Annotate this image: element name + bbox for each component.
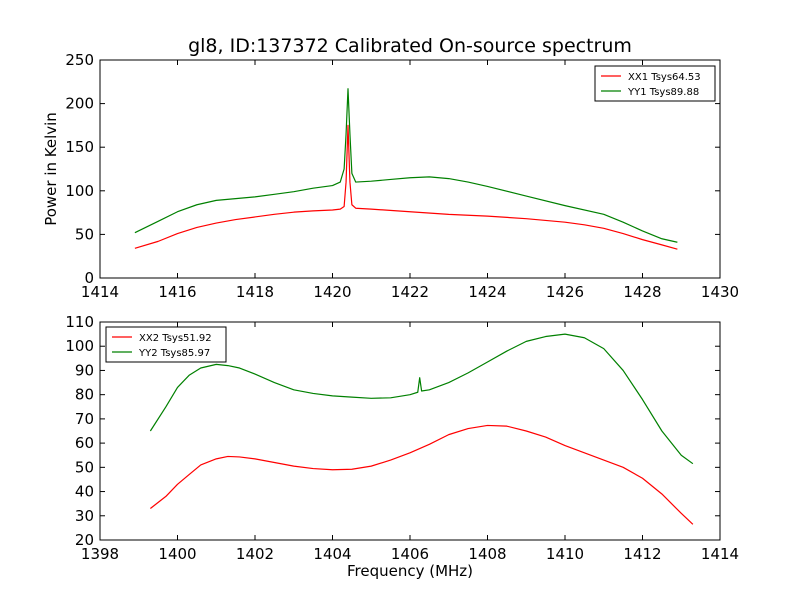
x-tick-label: 1416 xyxy=(158,283,196,301)
x-tick-label: 1430 xyxy=(701,283,739,301)
x-tick-label: 1400 xyxy=(158,545,196,563)
x-tick-label: 1398 xyxy=(81,545,119,563)
legend-box xyxy=(594,65,716,102)
y-tick-label: 30 xyxy=(75,507,94,525)
x-tick-label: 1428 xyxy=(623,283,661,301)
y-tick-label: 60 xyxy=(75,434,94,452)
y-tick-label: 80 xyxy=(75,386,94,404)
x-tick-label: 1424 xyxy=(468,283,506,301)
x-tick-label: 1414 xyxy=(701,545,739,563)
y-tick-label: 200 xyxy=(65,95,94,113)
y-tick-label: 0 xyxy=(84,269,94,287)
y-tick-label: 50 xyxy=(75,225,94,243)
legend-entry-label: XX2 Tsys51.92 xyxy=(139,333,212,344)
y-tick-label: 150 xyxy=(65,138,94,156)
y-tick-label: 20 xyxy=(75,531,94,549)
legend-entry-label: YY2 Tsys85.97 xyxy=(138,348,210,359)
x-tick-label: 1404 xyxy=(313,545,351,563)
x-tick-label: 1412 xyxy=(623,545,661,563)
y-tick-label: 70 xyxy=(75,410,94,428)
series-line-xx1 xyxy=(134,124,678,250)
y-tick-label: 90 xyxy=(75,361,94,379)
y-tick-label: 40 xyxy=(75,483,94,501)
bottom-plot: 1398 1400 1402 1404 1406 1408 1410 1412 1414 20 30… xyxy=(65,313,739,580)
x-tick-label: 1426 xyxy=(546,283,584,301)
legend-entry-label: XX1 Tsys64.53 xyxy=(628,72,701,83)
y-tick-label: 100 xyxy=(65,182,94,200)
series-line-yy1 xyxy=(134,88,678,243)
y-tick-label: 50 xyxy=(75,458,94,476)
x-tick-label: 1410 xyxy=(546,545,584,563)
x-tick-label: 1414 xyxy=(81,283,119,301)
y-tick-label: 250 xyxy=(65,51,94,69)
chart-title: gl8, ID:137372 Calibrated On-source spec… xyxy=(188,35,632,57)
legend: XX1 Tsys64.53 YY1 Tsys89.88 xyxy=(594,65,716,102)
x-tick-label: 1418 xyxy=(236,283,274,301)
x-axis-label: Frequency (MHz) xyxy=(347,562,473,580)
x-tick-label: 1422 xyxy=(391,283,429,301)
legend-entry-label: YY1 Tsys89.88 xyxy=(627,87,699,98)
y-tick-label: 110 xyxy=(65,313,94,331)
x-tick-label: 1402 xyxy=(236,545,274,563)
y-tick-label: 100 xyxy=(65,337,94,355)
series-line-yy2 xyxy=(149,333,694,465)
legend-box xyxy=(105,326,227,363)
x-tick-label: 1408 xyxy=(468,545,506,563)
top-plot: 1414 1416 1418 1420 1422 1424 1426 1428 1430 0 50 1… xyxy=(42,51,739,301)
x-tick-label: 1406 xyxy=(391,545,429,563)
y-axis-label: Power in Kelvin xyxy=(42,112,60,226)
x-tick-label: 1420 xyxy=(313,283,351,301)
legend: XX2 Tsys51.92 YY2 Tsys85.97 xyxy=(105,326,227,363)
series-line-xx2 xyxy=(150,424,694,525)
